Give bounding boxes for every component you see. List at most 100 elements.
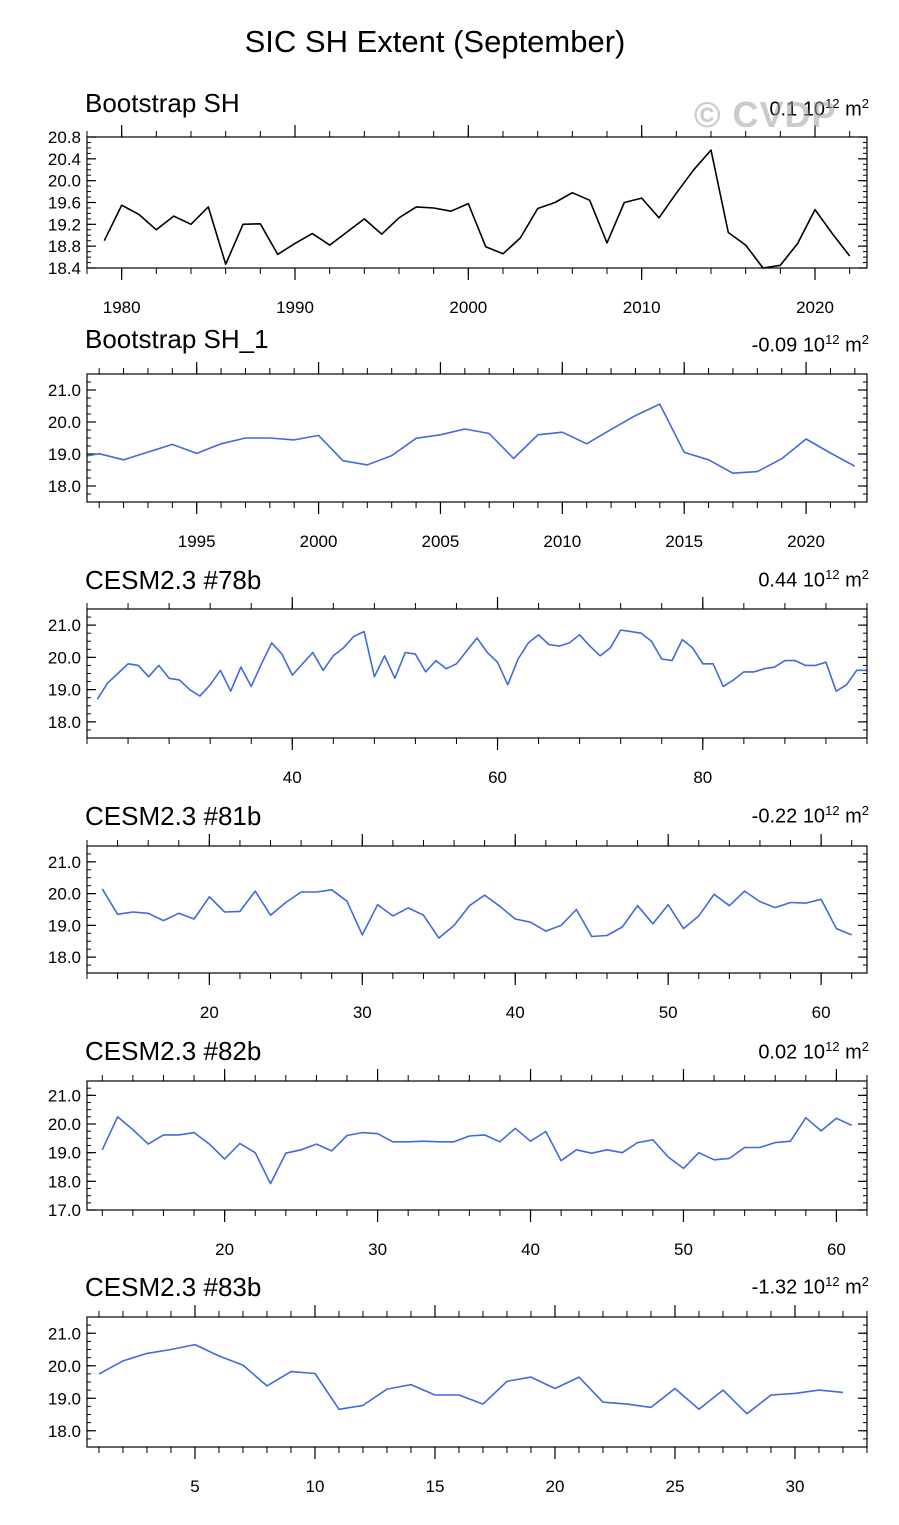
panel-1-series-line [103, 149, 851, 269]
panel-3-stat-suffix-exp: 2 [861, 567, 869, 582]
panel-3-plot-frame [86, 608, 868, 739]
panel-6-stat-suffix: m [845, 1276, 862, 1299]
panel-5-stat-suffix-exp: 2 [861, 1039, 869, 1054]
panel-6-stat-exp: 12 [825, 1274, 840, 1289]
panel-5-y-tick-label: 21.0 [48, 1086, 81, 1105]
panel-5-stat-value: 0.02 [758, 1041, 798, 1064]
panel-6-x-tick-label: 25 [666, 1477, 685, 1496]
panel-5-y-tick-label: 18.0 [48, 1172, 81, 1191]
panel-3-x-tick-label: 40 [283, 768, 302, 787]
panel-2-x-tick-label: 2015 [665, 532, 703, 551]
panel-4-stat-exp: 12 [825, 803, 840, 818]
panel-2-y-tick-label: 21.0 [48, 381, 81, 400]
panel-5-plot-frame [86, 1080, 868, 1211]
panel-5-stat-exp: 12 [825, 1039, 840, 1054]
panel-6-x-tick-label: 30 [786, 1477, 805, 1496]
panel-4-y-tick-label: 20.0 [48, 885, 81, 904]
panel-5-y-tick-label: 17.0 [48, 1201, 81, 1220]
panel-3-title: CESM2.3 #78b [85, 565, 262, 595]
panel-6-stat: -1.32 1012 m2 [752, 1274, 869, 1300]
panel-4-y-tick-label: 21.0 [48, 853, 81, 872]
panel-3-stat-unit: 10 [802, 569, 826, 592]
panel-1-stat-suffix: m [845, 98, 862, 121]
panel-1-y-tick-label: 19.2 [48, 215, 81, 234]
panel-4-x-tick-label: 30 [353, 1003, 372, 1022]
panel-4-y-tick-label: 19.0 [48, 916, 81, 935]
panel-2-plot-frame [86, 373, 868, 503]
panel-2-title: Bootstrap SH_1 [85, 324, 269, 354]
panel-4-stat-suffix-exp: 2 [861, 803, 869, 818]
panel-3-y-tick-label: 19.0 [48, 681, 81, 700]
panel-6-series-line [98, 1343, 844, 1415]
panel-6-x-tick-label: 15 [426, 1477, 445, 1496]
panel-4-series-line [101, 888, 853, 939]
panel-5-y-tick-label: 19.0 [48, 1144, 81, 1163]
panel-4-x-tick-label: 40 [506, 1003, 525, 1022]
figure-title: SIC SH Extent (September) [244, 24, 626, 59]
panel-4-y-tick-label: 18.0 [48, 948, 81, 967]
panel-6-x-tick-label: 20 [546, 1477, 565, 1496]
panel-6-stat-suffix-exp: 2 [861, 1274, 869, 1289]
panel-4-stat-value: -0.22 [751, 805, 798, 828]
panel-4-stat-unit: 10 [802, 805, 826, 828]
panel-2-stat-suffix-exp: 2 [861, 332, 869, 347]
panel-6-stat-unit: 10 [802, 1276, 826, 1299]
panel-3-x-tick-label: 60 [488, 768, 507, 787]
panel-2-y-tick-label: 18.0 [48, 477, 81, 496]
panel-2-stat-suffix: m [845, 334, 862, 357]
panel-4-x-tick-label: 20 [200, 1003, 219, 1022]
panel-3-stat-suffix: m [845, 569, 862, 592]
panel-1-stat-unit: 10 [802, 98, 826, 121]
panel-1-x-tick-label: 1980 [103, 298, 141, 317]
panel-4-title: CESM2.3 #81b [85, 801, 262, 831]
panel-5-x-tick-label: 20 [215, 1240, 234, 1259]
panel-1-title: Bootstrap SH [85, 88, 240, 118]
panel-1-x-tick-label: 2020 [796, 298, 834, 317]
panel-1-x-tick-label: 2000 [449, 298, 487, 317]
panel-2-series-line [86, 403, 856, 475]
panel-5-x-tick-label: 30 [368, 1240, 387, 1259]
panel-6-x-tick-label: 5 [190, 1477, 199, 1496]
panel-2-x-tick-label: 1995 [178, 532, 216, 551]
watermark: © CVDP [694, 94, 837, 135]
panel-1-stat-exp: 12 [825, 96, 840, 111]
panel-5-y-tick-label: 20.0 [48, 1115, 81, 1134]
panel-5-stat: 0.02 1012 m2 [758, 1039, 869, 1065]
panel-2-stat-value: -0.09 [751, 334, 798, 357]
panel-1-plot-frame [86, 136, 868, 269]
panel-4-x-tick-label: 60 [812, 1003, 831, 1022]
panel-2-stat-unit: 10 [802, 334, 826, 357]
panel-5-stat-suffix: m [845, 1041, 862, 1064]
panel-1-y-tick-label: 20.4 [48, 150, 81, 169]
panel-6-title: CESM2.3 #83b [85, 1272, 262, 1302]
panel-3-y-tick-label: 18.0 [48, 713, 81, 732]
panel-4-stat-suffix: m [845, 805, 862, 828]
panel-4-plot-frame [86, 845, 868, 974]
panel-6-y-tick-label: 18.0 [48, 1422, 81, 1441]
panel-5-x-tick-label: 40 [521, 1240, 540, 1259]
panel-6-x-tick-label: 10 [306, 1477, 325, 1496]
panel-1-stat-value: 0.1 [769, 98, 798, 121]
panel-2-stat-exp: 12 [825, 332, 840, 347]
panel-2-x-tick-label: 2010 [543, 532, 581, 551]
panel-1-y-tick-label: 20.8 [48, 128, 81, 147]
panel-6-y-tick-label: 19.0 [48, 1389, 81, 1408]
panel-6-y-tick-label: 21.0 [48, 1324, 81, 1343]
panel-1-stat: 0.1 1012 m2 [769, 96, 869, 122]
panel-4-x-tick-label: 50 [659, 1003, 678, 1022]
panel-5-stat-unit: 10 [802, 1041, 826, 1064]
panel-6-y-tick-label: 20.0 [48, 1357, 81, 1376]
panel-3-stat: 0.44 1012 m2 [758, 567, 869, 593]
panel-5-title: CESM2.3 #82b [85, 1036, 262, 1066]
panel-2-x-tick-label: 2020 [787, 532, 825, 551]
panel-3-y-tick-label: 20.0 [48, 648, 81, 667]
panel-5-series-line [101, 1116, 853, 1185]
panel-1-stat-suffix-exp: 2 [861, 96, 869, 111]
panel-3-x-tick-label: 80 [693, 768, 712, 787]
panel-1-y-tick-label: 18.4 [48, 259, 81, 278]
panel-2-x-tick-label: 2000 [300, 532, 338, 551]
panel-2-x-tick-label: 2005 [422, 532, 460, 551]
panel-3-y-tick-label: 21.0 [48, 616, 81, 635]
panel-1-y-tick-label: 20.0 [48, 172, 81, 191]
panel-5-x-tick-label: 60 [827, 1240, 846, 1259]
